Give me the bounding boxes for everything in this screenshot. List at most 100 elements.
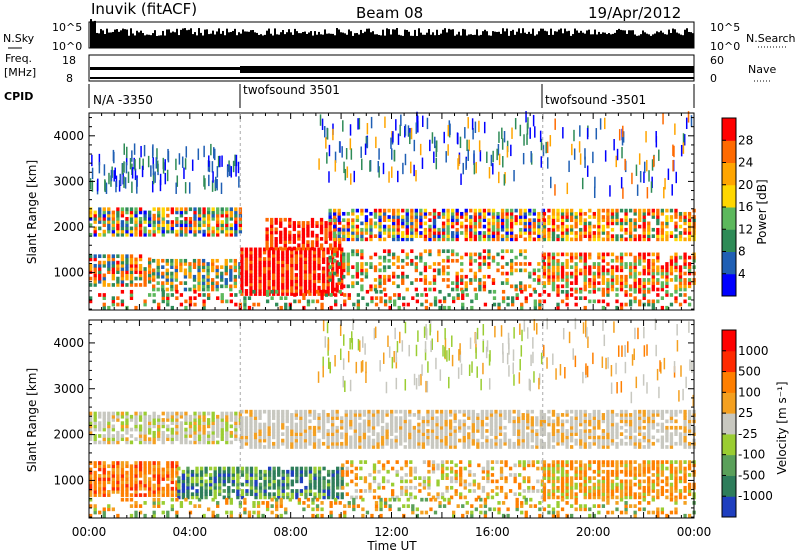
heatmap-cell xyxy=(262,269,267,274)
heatmap-cell xyxy=(276,260,280,264)
heatmap-cell xyxy=(597,208,601,213)
nsky-bar xyxy=(288,29,290,48)
nsky-bar xyxy=(326,33,328,48)
heatmap-cell xyxy=(532,271,536,276)
heatmap-cell xyxy=(102,263,106,268)
heatmap-cell xyxy=(521,432,525,436)
heatmap-cell xyxy=(560,221,565,226)
heatmap-cell xyxy=(125,220,129,224)
heatmap-cell xyxy=(215,281,219,285)
heatmap-cell xyxy=(89,483,93,488)
heatmap-cell xyxy=(615,237,619,242)
heatmap-cell xyxy=(405,215,409,219)
heatmap-cell xyxy=(373,224,378,229)
heatmap-cell xyxy=(381,479,386,484)
heatmap-cell xyxy=(297,233,301,238)
heatmap-cell xyxy=(320,302,324,307)
nsky-bar xyxy=(242,29,244,48)
heatmap-cell xyxy=(249,485,254,490)
heatmap-cell xyxy=(147,467,152,472)
heatmap-cell xyxy=(175,229,179,234)
heatmap-cell xyxy=(299,285,303,290)
heatmap-cell xyxy=(401,249,405,254)
heatmap-cell xyxy=(358,422,362,427)
heatmap-cell xyxy=(464,211,468,216)
heatmap-cell xyxy=(335,289,339,293)
heatmap-cell xyxy=(647,258,651,263)
heatmap-cell xyxy=(678,284,683,289)
heatmap-cell xyxy=(262,247,267,252)
heatmap-cell xyxy=(556,208,560,213)
heatmap-cell xyxy=(240,279,244,284)
heatmap-cell xyxy=(236,473,240,477)
heatmap-cell xyxy=(98,464,102,469)
heatmap-cell xyxy=(542,299,547,304)
heatmap-cell xyxy=(633,278,637,282)
heatmap-cell xyxy=(170,305,174,310)
heatmap-cell xyxy=(405,208,409,213)
heatmap-cell xyxy=(610,265,615,270)
heatmap-cell xyxy=(125,411,129,416)
heatmap-cell xyxy=(111,464,115,469)
heatmap-cell xyxy=(240,292,244,296)
heatmap-cell xyxy=(467,416,471,420)
heatmap-cell xyxy=(165,274,169,279)
heatmap-cell xyxy=(107,418,111,422)
heatmap-cell xyxy=(249,425,253,430)
nsky-bar xyxy=(198,28,200,48)
heatmap-cell xyxy=(660,224,665,229)
heatmap-cell xyxy=(249,250,253,255)
heatmap-cell xyxy=(656,293,660,297)
heatmap-cell xyxy=(116,229,120,234)
heatmap-cell xyxy=(592,262,596,266)
heatmap-cell xyxy=(216,434,220,438)
heatmap-cell xyxy=(143,440,147,445)
heatmap-cell xyxy=(224,281,228,285)
heatmap-cell xyxy=(363,479,368,484)
heatmap-cell xyxy=(199,489,204,493)
heatmap-cell xyxy=(683,293,687,297)
heatmap-cell xyxy=(258,482,263,487)
heatmap-cell xyxy=(285,279,289,284)
heatmap-cell xyxy=(152,483,156,488)
nsky-bar xyxy=(634,34,636,48)
heatmap-cell xyxy=(455,215,459,219)
heatmap-cell xyxy=(313,492,317,497)
heatmap-cell xyxy=(170,461,174,465)
heatmap-cell xyxy=(606,293,610,297)
heatmap-cell xyxy=(277,495,281,500)
heatmap-cell xyxy=(225,427,229,432)
nsky-bar xyxy=(150,35,152,48)
heatmap-cell xyxy=(213,492,217,497)
heatmap-cell xyxy=(382,255,387,260)
heatmap-cell xyxy=(485,409,489,414)
heatmap-cell xyxy=(453,432,457,436)
heatmap-cell xyxy=(294,445,298,449)
heatmap-cell xyxy=(520,289,524,294)
heatmap-cell xyxy=(206,265,210,270)
heatmap-cell xyxy=(638,252,642,257)
heatmap-cell xyxy=(391,148,393,160)
heatmap-cell xyxy=(244,419,249,424)
heatmap-cell xyxy=(272,276,276,280)
heatmap-cell xyxy=(262,435,267,440)
heatmap-cell xyxy=(276,285,280,290)
heatmap-cell xyxy=(234,154,236,167)
heatmap-cell xyxy=(206,424,211,429)
nsky-bar xyxy=(102,30,104,48)
heatmap-cell xyxy=(545,141,547,154)
heatmap-cell xyxy=(179,213,184,218)
heatmap-cell xyxy=(405,231,409,235)
heatmap-cell xyxy=(507,413,512,417)
heatmap-cell xyxy=(306,289,311,294)
heatmap-cell xyxy=(290,273,294,277)
heatmap-cell xyxy=(299,416,303,420)
nsky-bar xyxy=(202,35,204,48)
heatmap-cell xyxy=(638,284,642,289)
heatmap-cell xyxy=(156,258,160,263)
heatmap-cell xyxy=(285,250,289,255)
heatmap-cell xyxy=(202,411,206,416)
heatmap-cell xyxy=(476,425,480,430)
heatmap-cell xyxy=(98,490,102,494)
